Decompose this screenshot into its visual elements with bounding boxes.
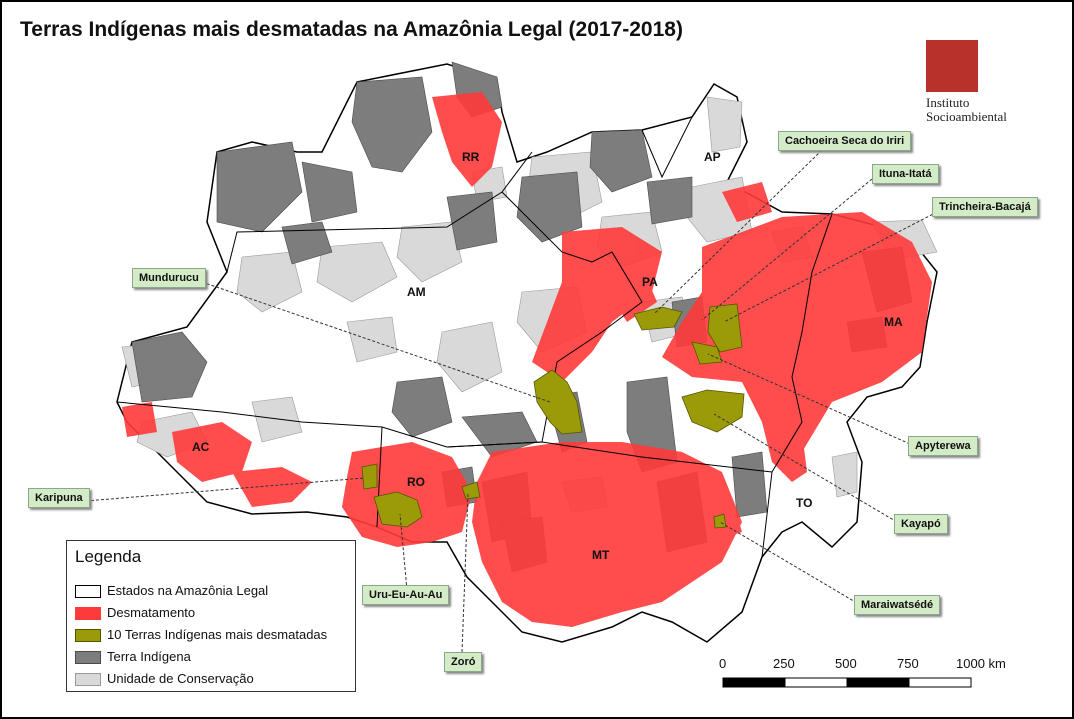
scale-bar [722, 677, 972, 688]
legend-label-indigenous: Terra Indígena [107, 649, 191, 664]
ti-maraiwatsede [713, 513, 727, 529]
scale-label-1000: 1000 km [956, 656, 1006, 671]
scale-label-750: 750 [897, 656, 919, 671]
state-label-ma: MA [884, 315, 903, 329]
legend-title: Legenda [75, 547, 142, 566]
legend-label-conservation: Unidade de Conservação [107, 671, 254, 686]
callout-maraiwatsede: Maraiwatsédé [854, 595, 941, 615]
logo-line-1: Instituto [926, 95, 970, 110]
logo-mark [926, 40, 978, 92]
callout-mundurucu: Mundurucu [132, 268, 206, 288]
legend-swatch-indigenous [75, 651, 101, 665]
callout-cachoeira-seca: Cachoeira Seca do Iriri [778, 131, 912, 151]
callout-kayapo: Kayapó [894, 514, 948, 534]
ti-cachoeira-seca [633, 306, 683, 331]
legend-item-top10: 10 Terras Indígenas mais desmatadas [75, 627, 327, 643]
legend: Legenda Estados na Amazônia Legal Desmat… [66, 540, 356, 692]
callout-uru-eu-au-au: Uru-Eu-Au-Au [362, 585, 450, 605]
legend-swatch-states [75, 585, 101, 599]
callout-ituna-itata: Ituna-Itatá [872, 164, 939, 184]
ti-kayapo [681, 389, 745, 433]
ti-trincheira-bacaja [707, 303, 743, 353]
legend-swatch-deforestation [75, 607, 101, 621]
legend-item-deforestation: Desmatamento [75, 605, 195, 621]
ti-mundurucu [533, 369, 583, 435]
scale-label-250: 250 [773, 656, 795, 671]
state-label-ac: AC [192, 440, 210, 454]
callout-zoro: Zoró [444, 652, 483, 672]
legend-item-conservation: Unidade de Conservação [75, 671, 254, 687]
legend-label-deforestation: Desmatamento [107, 605, 196, 620]
ti-uru-eu-au-au [373, 491, 423, 528]
logo-text: Instituto Socioambiental [926, 96, 1007, 124]
state-label-rr: RR [462, 150, 480, 164]
ti-apyterewa [691, 341, 723, 365]
scale-label-500: 500 [835, 656, 857, 671]
state-label-ro: RO [407, 475, 425, 489]
legend-label-top10: 10 Terras Indígenas mais desmatadas [107, 627, 328, 642]
logo-line-2: Socioambiental [926, 109, 1007, 124]
ti-zoro [461, 481, 481, 500]
legend-label-states: Estados na Amazônia Legal [107, 583, 269, 598]
state-label-mt: MT [592, 548, 610, 562]
map-title: Terras Indígenas mais desmatadas na Amaz… [20, 18, 683, 41]
callout-apyterewa: Apyterewa [908, 436, 978, 456]
top10-indigenous-lands [361, 303, 745, 529]
ti-karipuna [361, 463, 378, 490]
state-label-ap: AP [704, 150, 721, 164]
state-label-to: TO [796, 496, 813, 510]
legend-item-states: Estados na Amazônia Legal [75, 583, 268, 599]
state-label-am: AM [407, 285, 426, 299]
legend-swatch-top10 [75, 629, 101, 643]
leader-lines [85, 149, 938, 653]
state-borders [116, 116, 833, 558]
legend-swatch-conservation [75, 673, 101, 687]
indigenous-lands [131, 61, 913, 573]
callout-karipuna: Karipuna [28, 488, 90, 508]
callout-trincheira-bacaja: Trincheira-Bacajá [932, 197, 1038, 217]
scale-label-0: 0 [719, 656, 727, 671]
legend-item-indigenous: Terra Indígena [75, 649, 191, 665]
state-label-pa: PA [642, 275, 658, 289]
